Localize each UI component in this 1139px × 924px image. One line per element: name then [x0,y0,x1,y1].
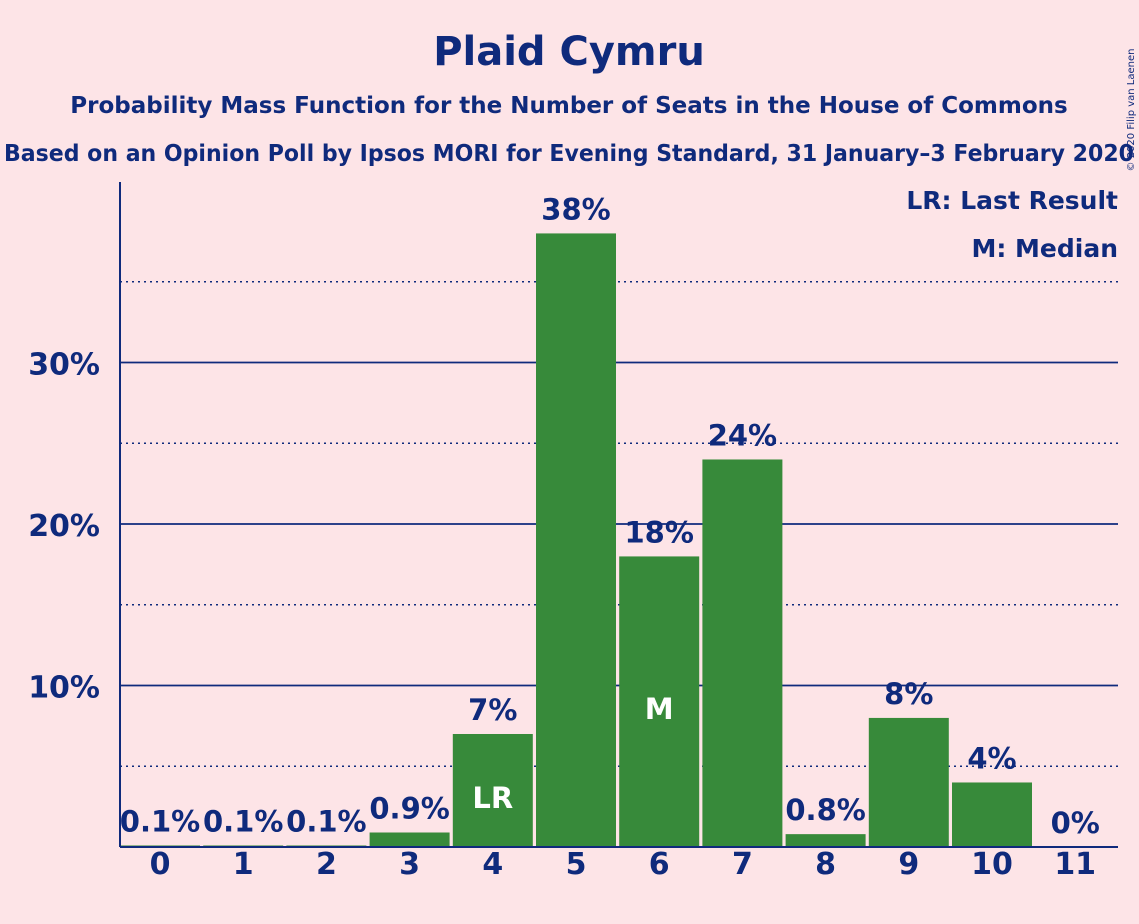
x-tick-label: 6 [649,847,670,882]
x-axis: 0 1 2 3 4 5 6 7 8 9 10 11 [120,846,1118,882]
y-tick-label: 20% [28,509,100,544]
bar-top-gap [867,714,951,718]
bar-value-label: 0.1% [203,804,283,838]
bar-value-label: 38% [541,192,610,226]
bar-top-gap [617,553,701,557]
bar-top-gap [201,842,285,846]
x-tick-label: 7 [732,847,753,882]
bar-value-label: 18% [624,515,693,549]
chart-title: Plaid Cymru [433,29,705,75]
x-tick-label: 2 [316,847,337,882]
legend-median: M: Median [971,234,1118,263]
bar-seats-3 [369,832,450,847]
bar-top-gap [534,230,618,234]
bar-seats-6 [619,556,700,847]
copyright-text: © 2020 Filip van Laenen [1126,49,1137,172]
bar-value-label: 7% [468,693,517,727]
bar-value-label: 0.8% [785,793,865,827]
x-tick-label: 1 [233,847,254,882]
bar-marker-lr: LR [472,781,513,815]
bar-seats-10 [952,782,1032,847]
bar-value-label: 24% [708,418,777,452]
bar-markers: LR M [472,692,673,815]
bar-value-labels: 0.1% 0.1% 0.1% 0.9%7%38%18%24%0.8%8%4%0% [120,192,1100,840]
y-tick-label: 10% [28,671,100,706]
bar-seats-4 [452,733,533,847]
x-tick-label: 0 [150,847,171,882]
chart-subtitle-source: Based on an Opinion Poll by Ipsos MORI f… [4,141,1134,167]
bar-top-gap [700,456,784,460]
x-tick-label: 10 [971,847,1013,882]
x-tick-label: 3 [399,847,420,882]
bars [118,230,1034,848]
y-axis: 10% 20% 30% [28,182,121,847]
bar-top-gap [284,842,368,846]
bar-value-label: 0.1% [286,804,366,838]
bar-top-gap [784,831,868,835]
bar-seats-9 [868,717,949,847]
bar-seats-5 [536,233,616,848]
bar-top-gap [118,842,202,846]
legend-last-result: LR: Last Result [906,186,1118,215]
x-tick-label: 9 [898,847,919,882]
bar-marker-m: M [645,692,674,726]
bar-top-gap [368,829,452,833]
bar-value-label: 0.9% [369,791,449,825]
x-tick-label: 11 [1054,847,1096,882]
y-tick-label: 30% [28,348,100,383]
x-tick-label: 5 [566,847,587,882]
bar-top-gap [950,779,1034,783]
bar-top-gap [451,730,535,734]
bar-value-label: 4% [967,741,1016,775]
bar-value-label: 0.1% [120,804,200,838]
chart-subtitle: Probability Mass Function for the Number… [70,93,1067,119]
gridlines [120,280,1118,768]
bar-value-label: 8% [884,677,933,711]
bar-value-label: 0% [1051,806,1100,840]
x-tick-label: 4 [482,847,503,882]
bar-seats-8 [785,834,866,847]
x-tick-label: 8 [815,847,836,882]
bar-seats-7 [702,459,783,847]
